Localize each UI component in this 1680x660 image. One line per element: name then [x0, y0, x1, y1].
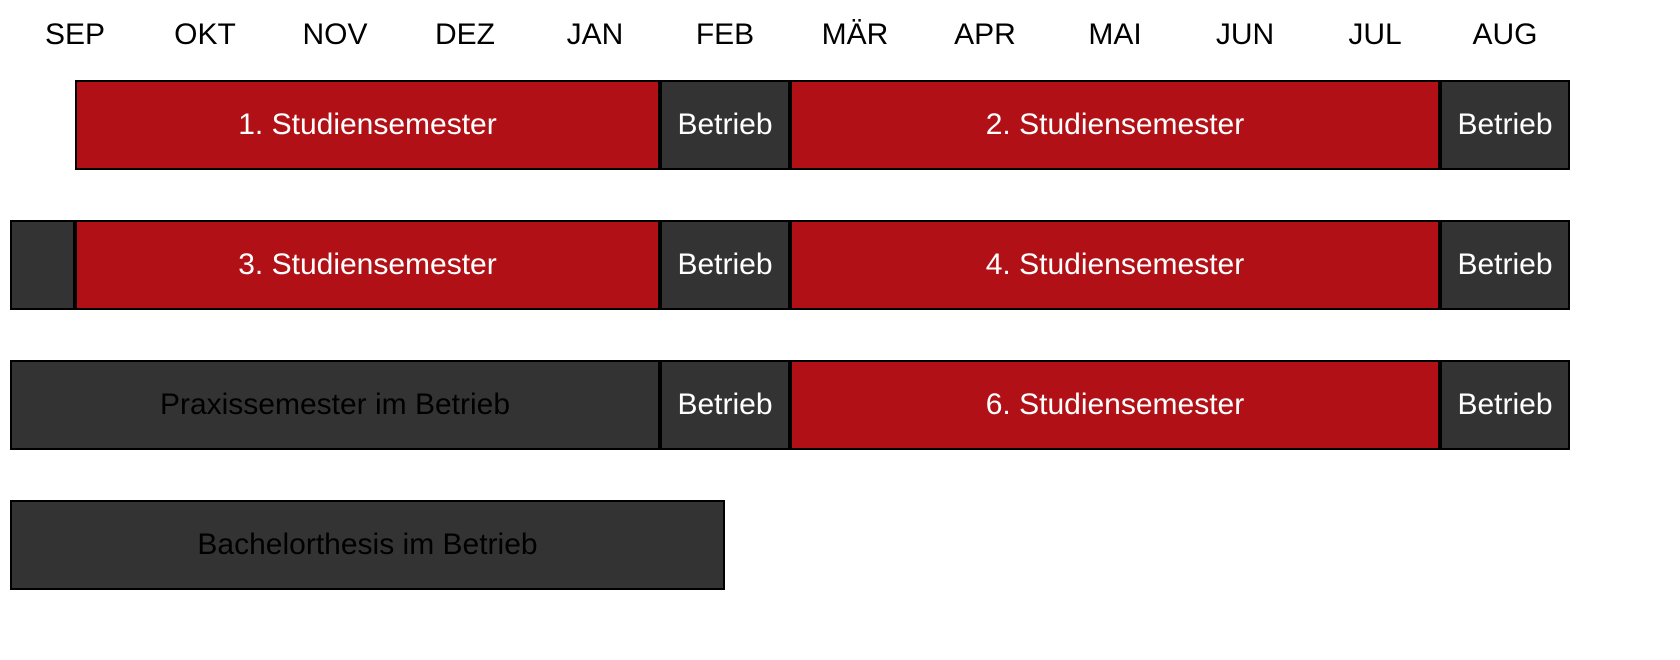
month-label: JUN [1180, 10, 1310, 60]
betrieb-block: Betrieb [660, 360, 790, 450]
gantt-row: 1. StudiensemesterBetrieb2. Studiensemes… [0, 80, 1680, 170]
study-semester-block: 1. Studiensemester [75, 80, 660, 170]
betrieb-block: Praxissemester im Betrieb [10, 360, 660, 450]
gantt-row: Bachelorthesis im Betrieb [0, 500, 1680, 590]
betrieb-block: Betrieb [1440, 220, 1570, 310]
month-label: JUL [1310, 10, 1440, 60]
gantt-row: Praxissemester im BetriebBetrieb6. Studi… [0, 360, 1680, 450]
betrieb-block: Betrieb [660, 220, 790, 310]
gantt-row: 3. StudiensemesterBetrieb4. Studiensemes… [0, 220, 1680, 310]
month-label: AUG [1440, 10, 1570, 60]
betrieb-block: Betrieb [1440, 80, 1570, 170]
month-label: MAI [1050, 10, 1180, 60]
study-semester-block: 3. Studiensemester [75, 220, 660, 310]
month-label: JAN [530, 10, 660, 60]
study-semester-block: 6. Studiensemester [790, 360, 1440, 450]
month-label: FEB [660, 10, 790, 60]
betrieb-block [10, 220, 75, 310]
study-semester-block: 4. Studiensemester [790, 220, 1440, 310]
month-header-row: SEPOKTNOVDEZJANFEBMÄRAPRMAIJUNJULAUG [10, 10, 1570, 60]
month-label: SEP [10, 10, 140, 60]
study-semester-block: 2. Studiensemester [790, 80, 1440, 170]
betrieb-block: Bachelorthesis im Betrieb [10, 500, 725, 590]
month-label: NOV [270, 10, 400, 60]
month-label: DEZ [400, 10, 530, 60]
study-plan-gantt: SEPOKTNOVDEZJANFEBMÄRAPRMAIJUNJULAUG 1. … [0, 0, 1680, 660]
betrieb-block: Betrieb [660, 80, 790, 170]
betrieb-block: Betrieb [1440, 360, 1570, 450]
month-label: MÄR [790, 10, 920, 60]
month-label: APR [920, 10, 1050, 60]
month-label: OKT [140, 10, 270, 60]
